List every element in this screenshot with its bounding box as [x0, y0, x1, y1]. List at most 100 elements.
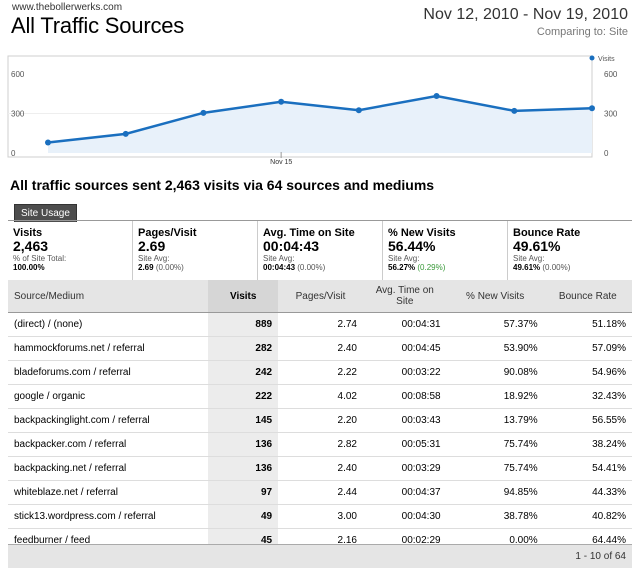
- column-header-2[interactable]: Pages/Visit: [278, 280, 363, 313]
- visits-point: [278, 98, 285, 105]
- metric-1: Pages/Visit 2.69 Site Avg: 2.69 (0.00%): [133, 221, 258, 281]
- table-cell: 49: [208, 504, 279, 529]
- summary-text: All traffic sources sent 2,463 visits vi…: [10, 177, 435, 193]
- source-link[interactable]: backpacker.com / referral: [8, 432, 209, 457]
- visits-point: [45, 139, 51, 146]
- table-cell: 2.40: [278, 456, 363, 481]
- metric-change: (0.00%): [297, 263, 326, 272]
- table-cell: 2.82: [278, 432, 363, 457]
- visits-point: [433, 92, 440, 99]
- table-cell: 00:04:37: [362, 480, 447, 505]
- table-cell: 00:04:30: [362, 504, 447, 529]
- metric-sub-label: Site Avg:: [138, 254, 170, 263]
- table-cell: 00:03:29: [362, 456, 447, 481]
- table-cell: 13.79%: [446, 408, 544, 433]
- table-cell: 51.18%: [543, 312, 632, 337]
- metric-3: % New Visits 56.44% Site Avg: 56.27% (0.29%…: [383, 221, 508, 281]
- table-cell: 18.92%: [446, 384, 544, 409]
- table-cell: 54.41%: [543, 456, 632, 481]
- table-cell: 00:03:43: [362, 408, 447, 433]
- metrics-bar: Visits 2,463% of Site Total: 100.00% Pages…: [8, 220, 632, 282]
- table-row: hammockforums.net / referral 282 2.40 00:04…: [8, 336, 632, 361]
- source-link[interactable]: google / organic: [8, 384, 209, 409]
- source-link[interactable]: (direct) / (none): [8, 312, 209, 337]
- table-cell: 38.24%: [543, 432, 632, 457]
- visits-chart: 600 600 300 300 0 0 Nov 15 Visits: [0, 48, 640, 168]
- metric-site-value: 49.61%: [513, 263, 541, 272]
- metric-value: 49.61%: [513, 238, 561, 254]
- metric-sub-label: Site Avg:: [263, 254, 295, 263]
- chart-svg: 600 600 300 300 0 0 Nov 15 Visits: [7, 55, 618, 166]
- column-header-3[interactable]: Avg. Time on Site: [362, 280, 447, 313]
- visits-point: [122, 130, 129, 137]
- metric-value: 56.44%: [388, 238, 436, 254]
- table-cell: 4.02: [278, 384, 363, 409]
- table-cell: 2.44: [278, 480, 363, 505]
- table-cell: 282: [208, 336, 279, 361]
- metric-0: Visits 2,463% of Site Total: 100.00%: [8, 221, 133, 281]
- comparing-label: Comparing to: Site: [536, 26, 628, 38]
- table-cell: 00:03:22: [362, 360, 447, 385]
- visits-line: [47, 94, 593, 144]
- y-tick-label-left: 600: [11, 70, 25, 79]
- column-header-1[interactable]: Visits: [208, 280, 279, 313]
- metric-site-value: 56.27%: [388, 263, 416, 272]
- column-header-0[interactable]: Source/Medium: [8, 280, 209, 313]
- metric-site-value: 100.00%: [13, 263, 45, 272]
- source-link[interactable]: stick13.wordpress.com / referral: [8, 504, 209, 529]
- table-cell: 40.82%: [543, 504, 632, 529]
- metric-2: Avg. Time on Site 00:04:43 Site Avg: 00:04:…: [258, 221, 383, 281]
- table-cell: 136: [208, 456, 279, 481]
- y-tick-label-left: 0: [11, 149, 16, 158]
- source-link[interactable]: hammockforums.net / referral: [8, 336, 209, 361]
- table-cell: 54.96%: [543, 360, 632, 385]
- metric-change: (0.29%): [417, 263, 446, 272]
- metric-value: 2.69: [138, 238, 166, 254]
- visits-point: [200, 109, 207, 116]
- visits-point: [511, 107, 518, 114]
- table-cell: 00:05:31: [362, 432, 447, 457]
- table-row: (direct) / (none) 889 2.74 00:04:31 57.37% 51…: [8, 312, 632, 337]
- source-link[interactable]: backpackinglight.com / referral: [8, 408, 209, 433]
- table-cell: 38.78%: [446, 504, 544, 529]
- source-link[interactable]: bladeforums.com / referral: [8, 360, 209, 385]
- table-header-row: Source/Medium Visits Pages/Visit Avg. Time …: [8, 280, 632, 313]
- table-cell: 00:04:31: [362, 312, 447, 337]
- legend-label: Visits: [598, 56, 615, 63]
- table-row: bladeforums.com / referral 242 2.22 00:03:2…: [8, 360, 632, 385]
- table-cell: 2.40: [278, 336, 363, 361]
- y-tick-label-right: 0: [604, 149, 609, 158]
- table-cell: 57.09%: [543, 336, 632, 361]
- table-cell: 2.74: [278, 312, 363, 337]
- table-cell: 75.74%: [446, 456, 544, 481]
- metric-change: (0.00%): [155, 263, 184, 272]
- table-cell: 00:08:58: [362, 384, 447, 409]
- y-tick-label-right: 600: [604, 70, 618, 79]
- date-range[interactable]: Nov 12, 2010 - Nov 19, 2010: [423, 6, 628, 23]
- table-row: backpackinglight.com / referral 145 2.20 00…: [8, 408, 632, 433]
- visits-area: [48, 95, 592, 153]
- column-header-4[interactable]: % New Visits: [446, 280, 544, 313]
- metric-sub-label: Site Avg:: [388, 254, 420, 263]
- metric-sub-values: 49.61% (0.00%): [513, 263, 627, 272]
- metric-sub-values: 2.69 (0.00%): [138, 263, 252, 272]
- metric-change: (0.00%): [542, 263, 571, 272]
- metric-sub-values: 56.27% (0.29%): [388, 263, 502, 272]
- pagination[interactable]: 1 - 10 of 64: [8, 544, 632, 568]
- table-cell: 53.90%: [446, 336, 544, 361]
- sources-table: Source/Medium Visits Pages/Visit Avg. Time …: [8, 280, 632, 553]
- table-cell: 2.22: [278, 360, 363, 385]
- source-link[interactable]: whiteblaze.net / referral: [8, 480, 209, 505]
- table-cell: 97: [208, 480, 279, 505]
- source-link[interactable]: backpacking.net / referral: [8, 456, 209, 481]
- table-row: backpacking.net / referral 136 2.40 00:03:2…: [8, 456, 632, 481]
- y-tick-label-right: 300: [604, 110, 618, 119]
- tab-site-usage[interactable]: Site Usage: [14, 204, 77, 222]
- metric-value: 2,463: [13, 238, 49, 254]
- table-cell: 889: [208, 312, 279, 337]
- column-header-5[interactable]: Bounce Rate: [543, 280, 632, 313]
- metric-sub-values: 00:04:43 (0.00%): [263, 263, 377, 272]
- table-cell: 00:04:45: [362, 336, 447, 361]
- x-tick-label: Nov 15: [270, 159, 292, 166]
- metric-label: Avg. Time on Site: [263, 227, 355, 239]
